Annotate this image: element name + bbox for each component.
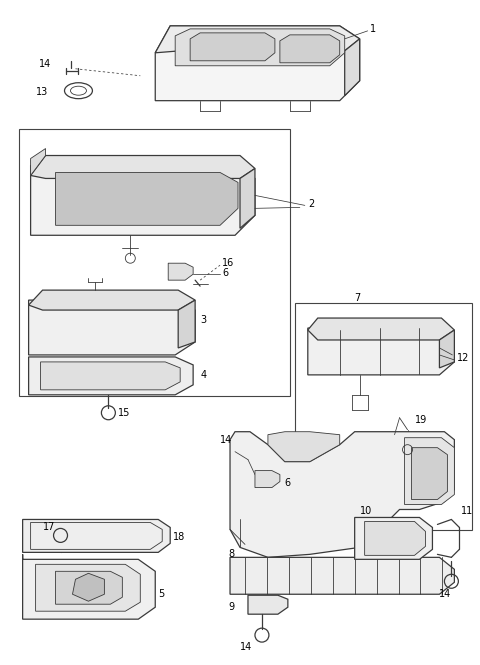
Text: 10: 10 [360,507,372,517]
Text: 17: 17 [43,523,55,533]
Polygon shape [268,432,340,462]
Polygon shape [308,328,455,375]
Text: 1: 1 [370,24,376,34]
Text: 9: 9 [228,602,234,612]
Polygon shape [280,35,340,63]
Bar [295,303,472,531]
Polygon shape [29,290,195,310]
Polygon shape [23,519,170,553]
Polygon shape [178,300,195,348]
Polygon shape [155,26,360,100]
Polygon shape [175,29,345,66]
Text: 5: 5 [158,589,165,599]
Text: 15: 15 [119,408,131,418]
Polygon shape [411,448,447,499]
Text: 11: 11 [461,507,474,517]
Text: 14: 14 [38,59,51,68]
Text: 18: 18 [173,533,185,543]
Polygon shape [355,517,432,559]
Polygon shape [31,166,255,235]
Polygon shape [248,595,288,614]
Polygon shape [29,300,195,355]
Polygon shape [72,573,104,601]
Polygon shape [155,26,360,53]
Text: 14: 14 [220,435,232,445]
Polygon shape [56,571,122,604]
Polygon shape [345,39,360,96]
Polygon shape [308,318,455,340]
Text: 14: 14 [439,589,452,599]
Polygon shape [439,330,455,368]
Bar [19,128,290,396]
Text: 8: 8 [228,549,234,559]
Polygon shape [365,521,425,555]
Polygon shape [36,565,140,611]
Polygon shape [168,263,193,280]
Text: 6: 6 [285,477,291,487]
Polygon shape [190,33,275,61]
Polygon shape [56,172,238,225]
Text: 19: 19 [415,415,427,425]
Polygon shape [230,557,455,595]
Text: 16: 16 [222,258,234,268]
Polygon shape [31,156,255,178]
Text: 4: 4 [200,370,206,380]
Polygon shape [230,432,455,557]
Text: 14: 14 [240,642,252,652]
Text: 2: 2 [308,200,314,209]
Text: 13: 13 [36,86,48,96]
Polygon shape [31,148,46,176]
Polygon shape [29,357,193,395]
Text: 12: 12 [457,353,470,363]
Polygon shape [255,471,280,487]
Polygon shape [23,555,155,619]
Polygon shape [41,362,180,390]
Text: 7: 7 [355,293,361,303]
Text: 6: 6 [222,268,228,278]
Polygon shape [240,168,255,228]
Polygon shape [405,438,455,505]
Text: 3: 3 [200,315,206,325]
